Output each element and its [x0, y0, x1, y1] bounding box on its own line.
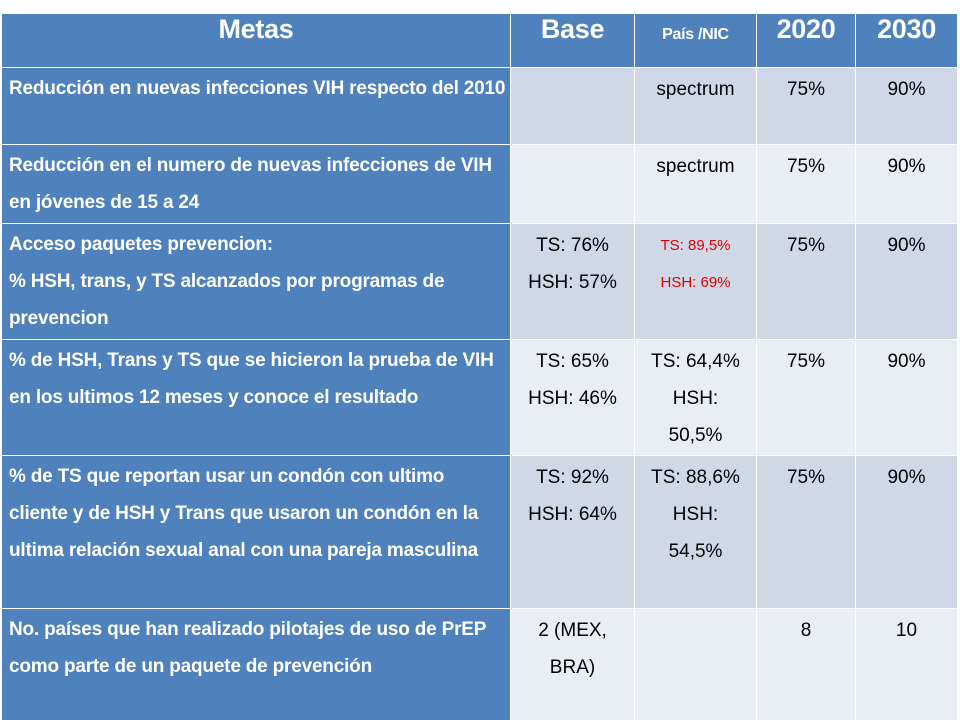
goal-cell: % de TS que reportan usar un condón con … [1, 455, 511, 609]
base-cell: TS: 92% HSH: 64% [510, 455, 635, 609]
table-row: Acceso paquetes prevencion: % HSH, trans… [1, 223, 958, 340]
base-cell [510, 67, 635, 145]
target-2020-cell: 8 [756, 608, 856, 720]
table-row: Reducción en nuevas infecciones VIH resp… [1, 67, 958, 145]
pais-value: 50,5% [668, 425, 723, 446]
pais-value: HSH: [672, 388, 719, 409]
pais-cell: TS: 64,4% HSH: 50,5% [634, 339, 757, 456]
target-2030-cell: 90% [855, 339, 958, 456]
header-2030: 2030 [855, 13, 958, 68]
base-value: HSH: 46% [528, 388, 617, 409]
base-cell: TS: 76% HSH: 57% [510, 223, 635, 340]
table-row: Reducción en el numero de nuevas infecci… [1, 144, 958, 224]
table-row: No. países que han realizado pilotajes d… [1, 608, 958, 720]
target-2020-cell: 75% [756, 144, 856, 224]
target-2030-cell: 90% [855, 144, 958, 224]
goal-cell: Reducción en el numero de nuevas infecci… [1, 144, 511, 224]
base-cell: TS: 65% HSH: 46% [510, 339, 635, 456]
goal-cell: Acceso paquetes prevencion: % HSH, trans… [1, 223, 511, 340]
base-value: 2 (MEX, [538, 620, 607, 641]
target-2030-cell: 90% [855, 455, 958, 609]
pais-value: spectrum [656, 156, 735, 177]
pais-cell: spectrum [634, 144, 757, 224]
pais-value: spectrum [656, 79, 735, 100]
target-2020-cell: 75% [756, 223, 856, 340]
target-2030-cell: 90% [855, 67, 958, 145]
goal-line: % HSH, trans, y TS alcanzados por progra… [9, 271, 445, 329]
base-value: TS: 76% [536, 235, 609, 256]
pais-value: HSH: [672, 504, 719, 525]
target-2020-cell: 75% [756, 339, 856, 456]
base-value: HSH: 57% [528, 272, 617, 293]
header-row: Metas Base País /NIC 2020 2030 [1, 13, 958, 68]
target-2030-cell: 10 [855, 608, 958, 720]
header-base: Base [510, 13, 635, 68]
goal-cell: % de HSH, Trans y TS que se hicieron la … [1, 339, 511, 456]
pais-cell: TS: 88,6% HSH: 54,5% [634, 455, 757, 609]
base-value: TS: 92% [536, 467, 609, 488]
base-value: BRA) [549, 657, 596, 678]
pais-cell [634, 608, 757, 720]
goals-table: Metas Base País /NIC 2020 2030 Reducción… [1, 13, 958, 720]
base-cell: 2 (MEX, BRA) [510, 608, 635, 720]
pais-cell: spectrum [634, 67, 757, 145]
pais-cell: TS: 89,5% HSH: 69% [634, 223, 757, 340]
base-value: HSH: 64% [528, 504, 617, 525]
goal-cell: Reducción en nuevas infecciones VIH resp… [1, 67, 511, 145]
pais-value: TS: 64,4% [651, 351, 740, 372]
pais-value: TS: 89,5% [660, 237, 731, 254]
header-2020: 2020 [756, 13, 856, 68]
goal-line: Acceso paquetes prevencion: [9, 234, 273, 255]
target-2020-cell: 75% [756, 455, 856, 609]
pais-value: TS: 88,6% [651, 467, 740, 488]
table-row: % de TS que reportan usar un condón con … [1, 455, 958, 609]
header-pais-nic: País /NIC [634, 13, 757, 68]
target-2020-cell: 75% [756, 67, 856, 145]
table-row: % de HSH, Trans y TS que se hicieron la … [1, 339, 958, 456]
header-metas: Metas [1, 13, 511, 68]
pais-value: 54,5% [668, 541, 723, 562]
base-value: TS: 65% [536, 351, 609, 372]
target-2030-cell: 90% [855, 223, 958, 340]
pais-value: HSH: 69% [660, 274, 731, 291]
base-cell [510, 144, 635, 224]
goal-cell: No. países que han realizado pilotajes d… [1, 608, 511, 720]
